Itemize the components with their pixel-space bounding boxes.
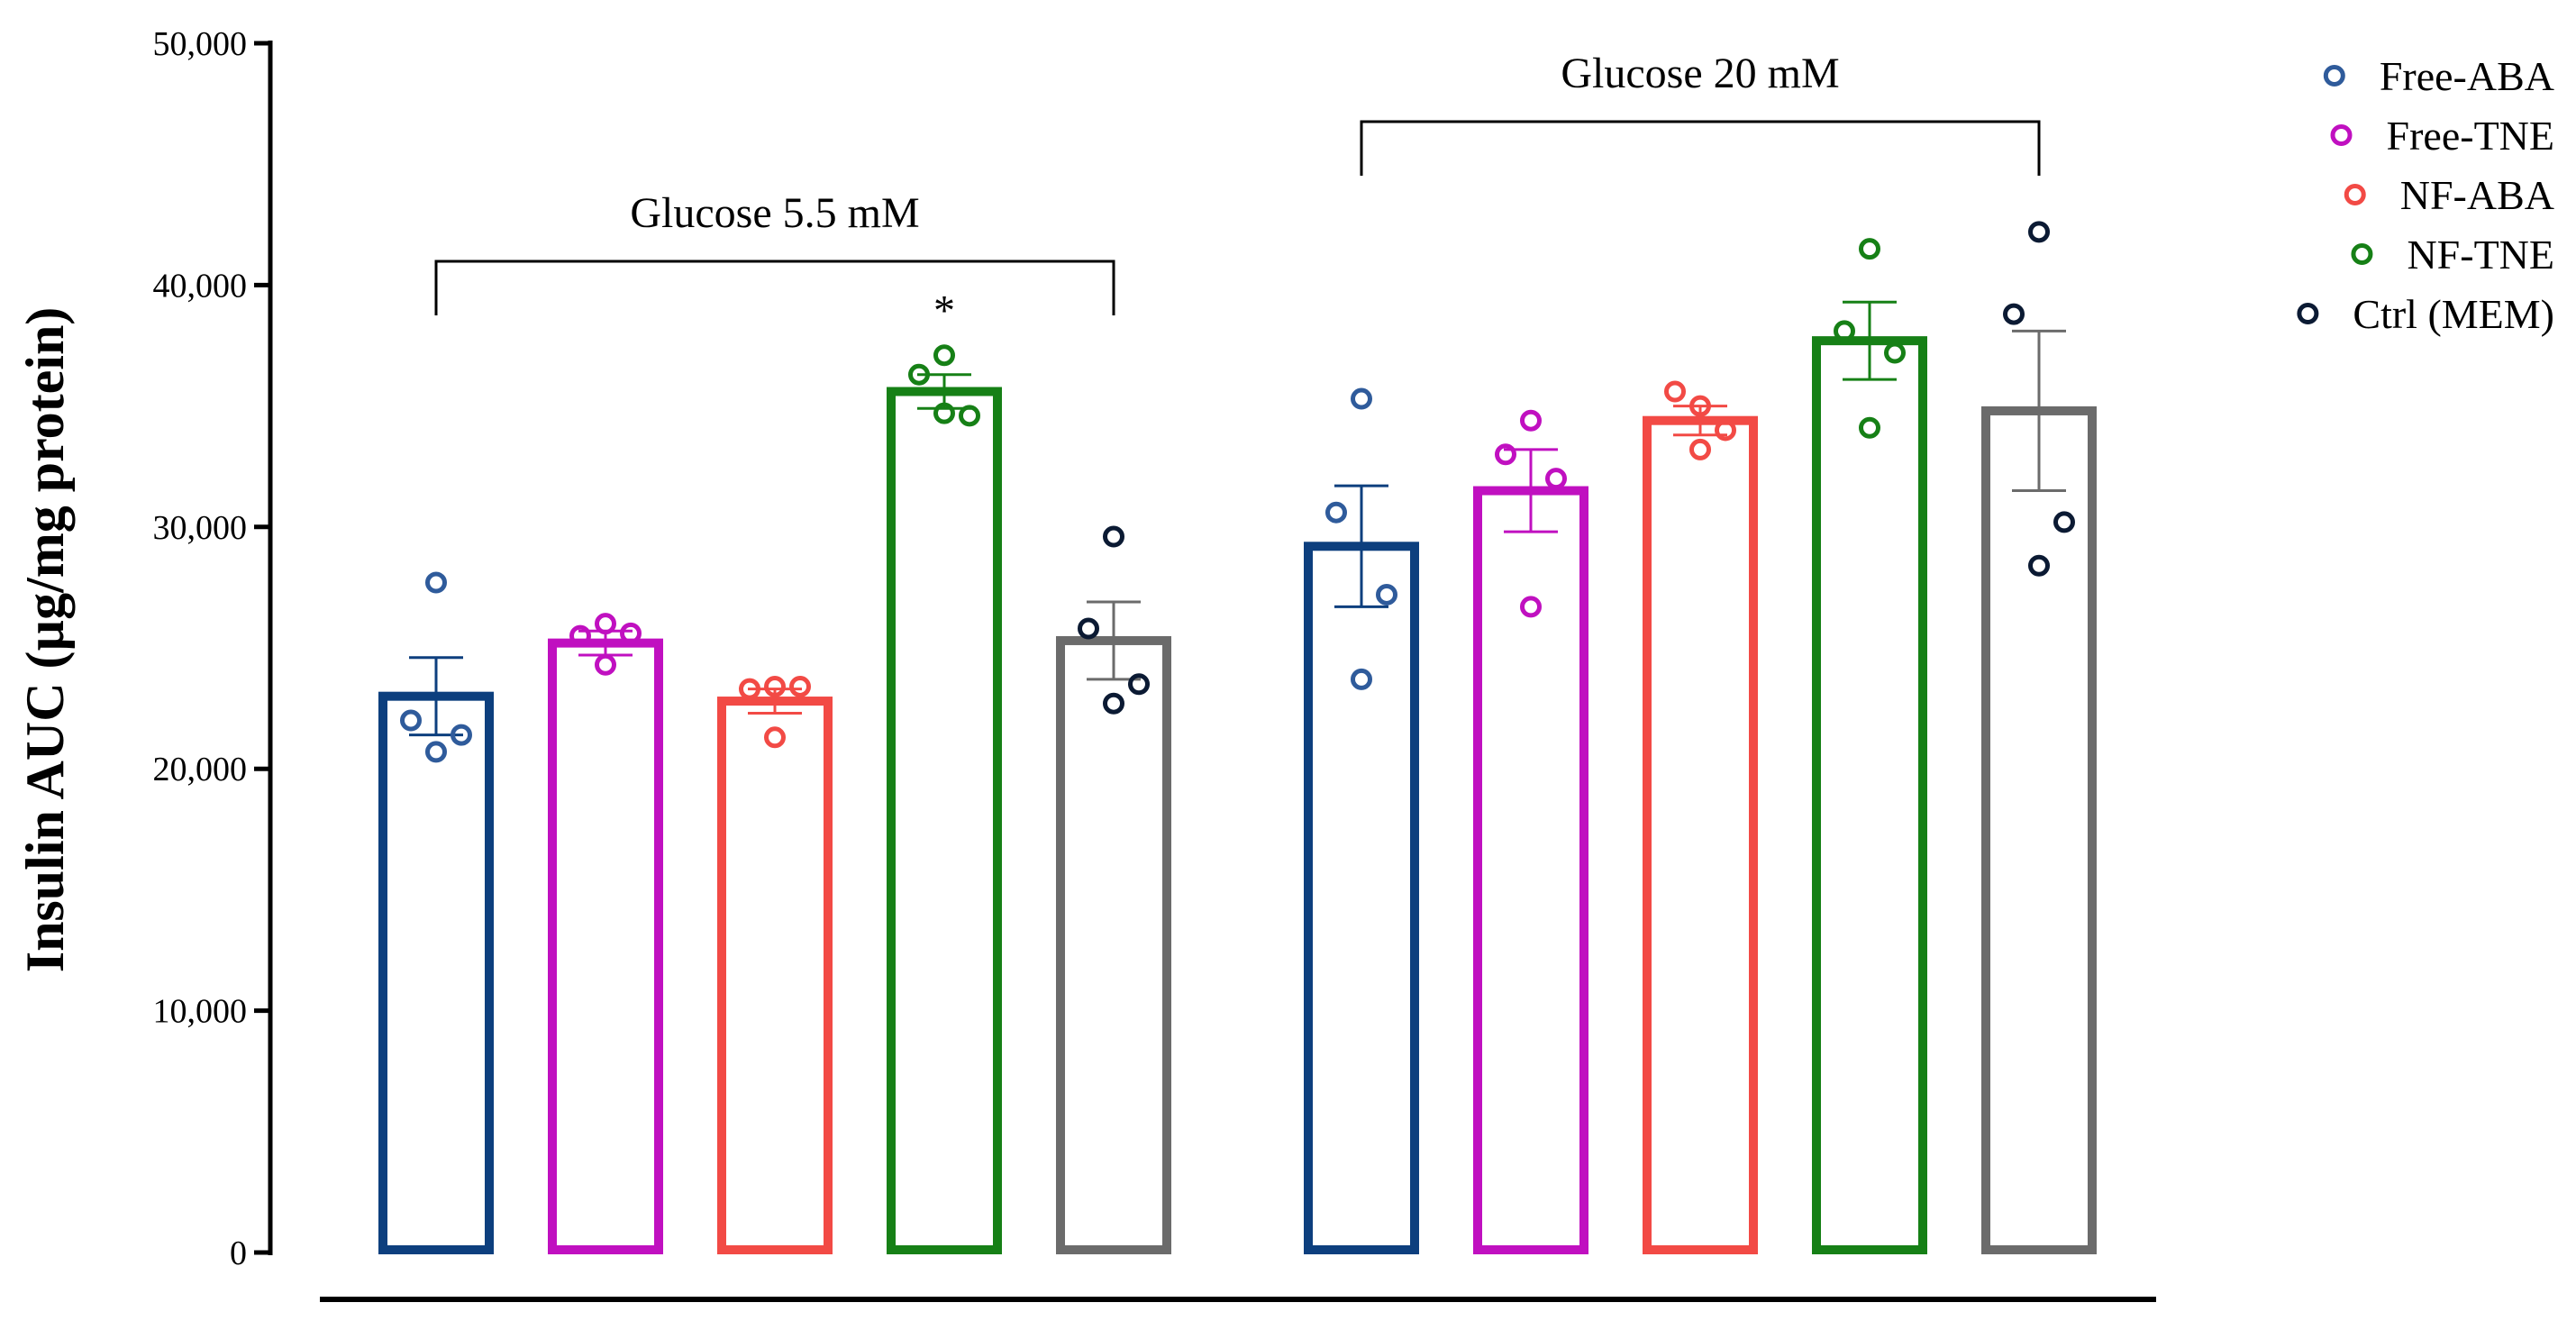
data-point-ctrl-mem--group2: [2028, 221, 2050, 243]
legend: Free-ABA Free-TNE NF-ABA NF-TNE Ctrl (MEM): [2297, 53, 2554, 337]
data-point-nf-tne-group2: [1859, 416, 1880, 439]
bars-layer: *: [378, 221, 2097, 1255]
data-point-free-tne-group2: [1545, 468, 1567, 490]
data-point-nf-tne-group2: [1834, 320, 1855, 342]
data-point-free-tne-group1: [595, 653, 616, 676]
data-point-free-aba-group2: [1376, 583, 1397, 606]
group-bracket-2: [1360, 120, 2041, 176]
data-point-free-tne-group1: [569, 624, 591, 647]
y-tick-label-30000: 30,000: [153, 509, 248, 547]
bar-free-aba-group1: [378, 691, 494, 1254]
data-point-ctrl-mem--group2: [2053, 511, 2075, 533]
y-tick-label-40000: 40,000: [153, 267, 248, 305]
y-axis: 0 10,000 20,000 30,000 40,000 50,000: [153, 25, 273, 1272]
data-point-free-aba-group1: [451, 724, 472, 746]
bar-ctrl-mem--group2: [1981, 405, 2097, 1254]
data-point-nf-aba-group2: [1689, 395, 1711, 417]
data-point-free-tne-group1: [595, 613, 616, 635]
group-bracket-1: [434, 260, 1115, 315]
data-point-free-aba-group2: [1351, 668, 1372, 690]
bar-nf-tne-group1: [887, 387, 1002, 1255]
data-point-free-tne-group2: [1520, 409, 1542, 432]
data-point-ctrl-mem--group2: [2028, 554, 2050, 577]
data-point-nf-aba-group1: [789, 675, 811, 697]
significance-marker: *: [933, 287, 955, 335]
data-point-free-tne-group2: [1520, 596, 1542, 618]
data-point-free-aba-group2: [1325, 501, 1347, 524]
bar-ctrl-mem--group1: [1056, 635, 1171, 1254]
data-point-nf-tne-group1: [933, 402, 955, 424]
group-label-2: Glucose 20 mM: [1561, 50, 1839, 97]
legend-label-4: NF-TNE: [2407, 232, 2554, 278]
data-point-free-tne-group2: [1495, 443, 1516, 466]
data-point-ctrl-mem--group2: [2003, 303, 2025, 325]
data-point-ctrl-mem--group1: [1103, 692, 1124, 715]
data-point-ctrl-mem--group1: [1103, 525, 1124, 548]
bar-nf-tne-group2: [1812, 336, 1927, 1254]
data-point-free-aba-group1: [425, 571, 447, 594]
legend-marker-5: [2297, 303, 2319, 324]
legend-label-2: Free-TNE: [2387, 113, 2554, 159]
group-label-1: Glucose 5.5 mM: [630, 189, 919, 237]
y-tick-label-10000: 10,000: [153, 993, 248, 1031]
bar-free-tne-group1: [548, 638, 663, 1254]
data-point-nf-tne-group2: [1859, 238, 1880, 260]
data-point-nf-tne-group1: [933, 344, 955, 367]
data-point-nf-tne-group1: [959, 405, 980, 427]
data-point-nf-aba-group1: [739, 678, 760, 700]
legend-marker-1: [2323, 65, 2345, 87]
y-tick-label-0: 0: [230, 1234, 247, 1272]
bar-free-tne-group2: [1473, 486, 1588, 1254]
data-point-free-aba-group2: [1351, 387, 1372, 410]
data-point-nf-tne-group2: [1884, 342, 1906, 364]
bar-free-aba-group2: [1304, 542, 1419, 1254]
bar-nf-aba-group2: [1643, 415, 1758, 1255]
data-point-free-aba-group1: [400, 709, 422, 732]
y-axis-label: Insulin AUC (µg/mg protein): [15, 307, 75, 973]
data-point-free-tne-group1: [620, 622, 642, 644]
data-point-ctrl-mem--group1: [1078, 617, 1099, 640]
data-point-free-aba-group1: [425, 741, 447, 763]
legend-label-5: Ctrl (MEM): [2353, 291, 2554, 337]
data-point-nf-aba-group1: [764, 726, 786, 749]
legend-marker-2: [2330, 124, 2353, 146]
data-point-nf-aba-group2: [1689, 438, 1711, 460]
bar-nf-aba-group1: [717, 697, 833, 1254]
data-point-nf-tne-group1: [908, 363, 930, 386]
data-point-ctrl-mem--group1: [1128, 673, 1150, 696]
data-point-nf-aba-group2: [1664, 380, 1686, 403]
legend-marker-3: [2344, 184, 2366, 205]
data-point-nf-aba-group1: [764, 675, 786, 697]
legend-marker-4: [2351, 243, 2373, 265]
data-point-nf-aba-group2: [1715, 419, 1736, 442]
legend-label-3: NF-ABA: [2400, 172, 2554, 218]
y-tick-label-50000: 50,000: [153, 25, 248, 63]
legend-label-1: Free-ABA: [2380, 53, 2554, 99]
y-tick-label-20000: 20,000: [153, 751, 248, 788]
group-brackets: Glucose 5.5 mM Glucose 20 mM: [434, 50, 2041, 315]
